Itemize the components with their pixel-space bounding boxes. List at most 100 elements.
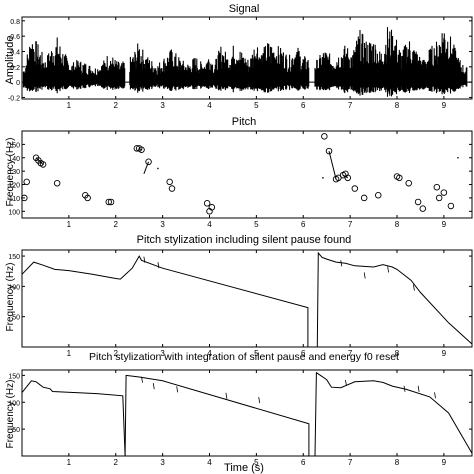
stylization-x-ticks: 1 2 3 4 5 6 7 8 9	[67, 250, 447, 358]
pitch-point	[447, 202, 455, 210]
pitch-dot	[157, 167, 159, 170]
pitch-point	[375, 191, 382, 199]
signal-plot-frame	[21, 16, 473, 100]
x-tick-label: 1	[67, 458, 72, 467]
pitch-point	[145, 158, 152, 166]
x-tick-label: 1	[67, 101, 72, 110]
y-tick-label: 100	[8, 400, 20, 407]
x-tick-label: 4	[207, 349, 212, 358]
pitch-segment	[35, 157, 44, 165]
y-tick-label: 150	[8, 254, 20, 261]
y-tick-label: 120	[8, 183, 20, 190]
stylized-contour	[21, 255, 309, 347]
stylized-tick	[152, 383, 155, 390]
stylized-tick	[157, 262, 160, 269]
pitch-point	[23, 178, 30, 186]
pitch-point	[84, 194, 91, 202]
x-tick-label: 2	[114, 458, 119, 467]
pitch-point	[105, 198, 112, 206]
x-tick-label: 8	[395, 458, 400, 467]
x-tick-label: 2	[114, 220, 119, 229]
pitch-point	[168, 185, 176, 192]
stylized-tick	[413, 284, 415, 291]
stylization-y-ticks: 50 100 150	[8, 254, 472, 322]
y-tick-label: 100	[8, 284, 20, 291]
reset-x-ticks: 1 2 3 4 5 6 7 8 9	[67, 370, 447, 467]
x-tick-label: 3	[160, 349, 165, 358]
pitch-point	[360, 194, 368, 202]
pitch-point	[351, 185, 359, 192]
stylized-tick	[434, 392, 436, 399]
signal-title: Signal	[229, 3, 260, 15]
signal-y-ticks: -0.2 0 0.2 0.4 0.6 0.8	[8, 19, 472, 102]
pitch-segment	[328, 150, 337, 180]
pitch-panel: Pitch Frequency (Hz) 1 2 3 4 5 6 7 8 9 100 110 120…	[5, 116, 473, 229]
pitch-plot-frame	[21, 130, 473, 219]
x-tick-label: 4	[207, 220, 212, 229]
pitch-point	[435, 194, 443, 202]
x-tick-label: 5	[254, 220, 259, 229]
x-tick-label: 5	[254, 349, 259, 358]
y-tick-label: -0.2	[8, 95, 20, 102]
y-tick-label: 110	[9, 196, 20, 203]
stylized-tick	[340, 260, 343, 267]
y-tick-label: 140	[8, 156, 20, 163]
y-tick-label: 50	[12, 427, 20, 434]
x-tick-label: 5	[254, 101, 259, 110]
x-tick-label: 4	[207, 458, 212, 467]
reset-plot-frame	[21, 369, 473, 457]
y-tick-label: 0.6	[10, 34, 20, 41]
y-tick-label: 150	[8, 142, 20, 149]
pitch-point	[433, 183, 441, 191]
y-tick-label: 0.8	[10, 19, 20, 26]
x-tick-label: 5	[254, 458, 259, 467]
x-tick-label: 9	[442, 458, 447, 467]
pitch-ylabel: Frequency (Hz)	[5, 138, 16, 207]
x-tick-label: 4	[207, 101, 212, 110]
pitch-point	[335, 174, 342, 182]
x-tick-label: 2	[114, 101, 119, 110]
stylized-tick	[363, 272, 366, 279]
pitch-point	[39, 161, 47, 168]
y-tick-label: 100	[8, 209, 20, 216]
pitch-point	[321, 133, 328, 140]
reset-ylabel: Frequency (Hz)	[5, 380, 16, 449]
y-tick-label: 150	[8, 373, 20, 380]
pitch-point	[405, 179, 412, 187]
y-tick-label: 0	[16, 80, 20, 87]
stylization-plot-frame	[21, 249, 473, 348]
x-tick-label: 3	[160, 458, 165, 467]
reset-title: Pitch stylization with integration of si…	[89, 351, 399, 363]
x-tick-label: 7	[348, 220, 353, 229]
pitch-point	[414, 198, 422, 206]
pitch-segment	[143, 161, 150, 175]
x-tick-label: 6	[301, 349, 306, 358]
pitch-point	[138, 146, 145, 153]
pitch-y-ticks: 100 110 120 130 140 150	[8, 142, 472, 216]
x-tick-label: 9	[442, 220, 447, 229]
pitch-point	[325, 147, 333, 155]
stylized-tick	[258, 397, 261, 404]
x-tick-label: 9	[442, 349, 447, 358]
stylized-tick	[143, 256, 146, 263]
pitch-dot	[322, 177, 324, 179]
stylized-tick	[417, 385, 420, 392]
pitch-point	[53, 179, 61, 187]
stylized-contour	[316, 251, 473, 348]
stylized-tick	[345, 379, 347, 386]
x-tick-label: 9	[442, 101, 447, 110]
stylized-contour	[21, 380, 126, 457]
reset-xlabel: Time (s)	[224, 462, 264, 474]
signal-ylabel: Amplitude	[4, 36, 16, 85]
signal-x-ticks: 1 2 3 4 5 6 7 8 9	[67, 17, 447, 110]
stylized-contour	[314, 371, 473, 457]
y-tick-label: 0.2	[10, 65, 20, 72]
x-tick-label: 7	[348, 458, 353, 467]
y-tick-label: 130	[8, 169, 20, 176]
stylization-panel: Pitch stylization including silent pause…	[5, 234, 473, 358]
pitch-point	[396, 174, 403, 182]
pitch-point	[344, 174, 352, 182]
pitch-points	[21, 133, 459, 215]
x-tick-label: 6	[301, 101, 306, 110]
